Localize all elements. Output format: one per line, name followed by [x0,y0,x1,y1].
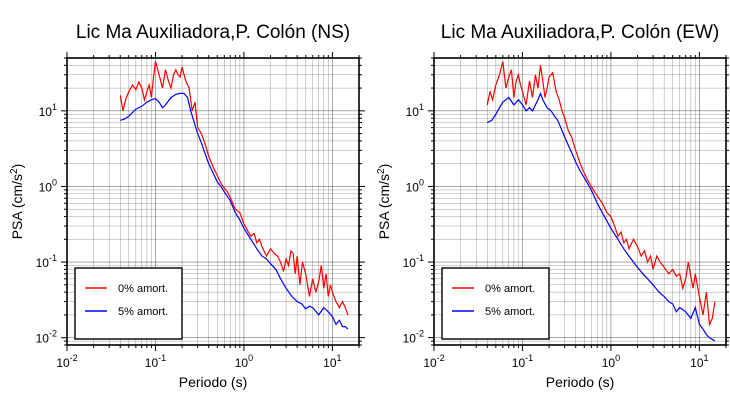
y-tick-label-exp: -1 [416,253,424,263]
y-tick-label: 101 [39,102,57,119]
legend-label: 0% amort. [118,283,168,295]
y-axis-label-part: ) [376,164,392,169]
x-tick-label: 101 [323,353,341,370]
chart-title: Lic Ma Auxiliadora,P. Colón (NS) [76,22,350,43]
y-tick-label-base: 10 [406,180,420,194]
y-tick-label-exp: 1 [419,102,424,112]
y-axis-label-part: ) [9,164,25,169]
series-line-undamped [119,61,349,316]
x-tick-label-base: 10 [323,356,337,370]
tick-marks [61,52,365,351]
y-tick-label-exp: -2 [416,329,424,339]
chart-title: Lic Ma Auxiliadora,P. Colón (EW) [441,22,719,43]
x-tick-label-base: 10 [690,356,704,370]
y-tick-label-base: 10 [403,332,417,346]
legend-box [74,267,183,340]
series-line-undamped [486,61,716,327]
x-tick-label: 10-1 [145,353,166,370]
legend-label: 5% amort. [485,306,535,318]
tick-marks [428,52,730,351]
legend: 0% amort. 5% amort. [441,267,550,340]
y-tick-label-exp: -2 [49,329,57,339]
y-tick-label: 10-1 [403,253,424,270]
y-tick-label-exp: 1 [52,102,57,112]
x-tick-label: 101 [690,353,708,370]
y-tick-label: 100 [39,177,57,194]
legend-box [441,267,550,340]
x-tick-label-exp: 1 [704,353,709,363]
y-tick-label: 101 [406,102,424,119]
y-tick-label-base: 10 [406,105,420,119]
y-axis-label: PSA (cm/s2) [376,164,392,240]
x-tick-label-exp: 1 [337,353,342,363]
y-tick-label-base: 10 [36,256,50,270]
y-tick-label-exp: -1 [49,253,57,263]
series-line-damped [120,92,349,330]
x-tick-label-exp: 0 [615,353,620,363]
legend-label: 5% amort. [118,306,168,318]
x-tick-label-base: 10 [512,356,526,370]
x-axis-label: Periodo (s) [546,374,614,390]
y-tick-label-exp: 0 [419,177,424,187]
y-tick-label: 100 [406,177,424,194]
x-tick-label: 10-2 [423,353,444,370]
plot-frame [433,57,727,346]
y-tick-label: 10-2 [403,329,424,346]
x-tick-label-exp: -1 [525,353,533,363]
x-tick-label-exp: -1 [158,353,166,363]
y-tick-label-base: 10 [39,180,53,194]
x-tick-label-base: 10 [602,356,616,370]
x-tick-label: 10-2 [56,353,77,370]
legend: 0% amort. 5% amort. [74,267,183,340]
y-tick-label-exp: 0 [52,177,57,187]
y-axis-label-sup: 2 [9,168,20,174]
x-tick-label-base: 10 [235,356,249,370]
x-tick-label: 10-1 [512,353,533,370]
x-tick-label-base: 10 [145,356,159,370]
y-tick-label-base: 10 [36,332,50,346]
y-tick-label-base: 10 [39,105,53,119]
y-axis-label-part: PSA (cm/s [9,174,25,239]
x-tick-label: 100 [235,353,253,370]
x-axis-label: Periodo (s) [179,374,247,390]
series-line-damped [487,91,716,342]
y-axis-label-part: PSA (cm/s [376,174,392,239]
x-tick-label-base: 10 [423,356,437,370]
x-tick-label-exp: 0 [248,353,253,363]
y-tick-label: 10-2 [36,329,57,346]
y-tick-label: 10-1 [36,253,57,270]
y-axis-label-sup: 2 [376,168,387,174]
x-tick-label-base: 10 [56,356,70,370]
x-tick-label-exp: -2 [70,353,78,363]
legend-label: 0% amort. [485,283,535,295]
y-tick-label-base: 10 [403,256,417,270]
x-tick-label: 100 [602,353,620,370]
y-axis-label: PSA (cm/s2) [9,164,25,240]
plot-frame [66,57,360,346]
x-tick-label-exp: -2 [437,353,445,363]
